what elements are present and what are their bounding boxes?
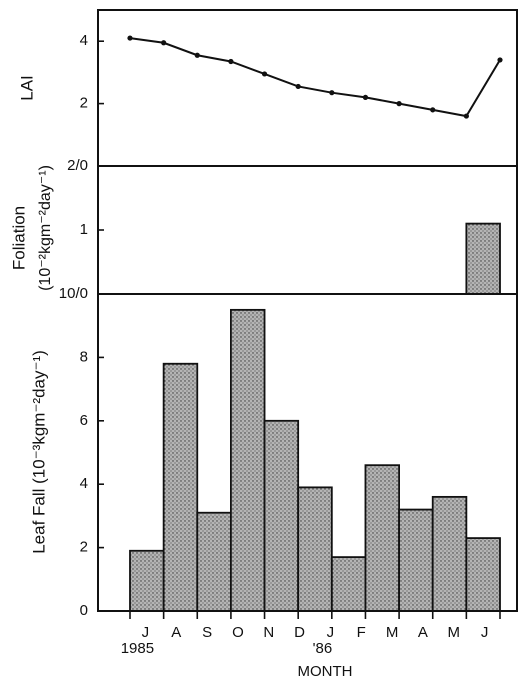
bar xyxy=(196,511,232,612)
lai-point xyxy=(497,57,503,63)
x-tick-label: J xyxy=(142,624,150,641)
x-tick-label: A xyxy=(418,624,428,641)
lai-point xyxy=(194,52,200,58)
y-axis-label: Foliation xyxy=(9,206,28,270)
x-axis-label: MONTH xyxy=(298,663,353,680)
x-tick-label: J xyxy=(327,624,335,641)
y-tick-label: 10/0 xyxy=(59,285,88,302)
y-tick-label: 4 xyxy=(80,32,88,49)
x-tick-label: O xyxy=(232,624,244,641)
y-tick-label: 2 xyxy=(80,539,88,556)
y-tick-label: 8 xyxy=(80,348,88,365)
bar xyxy=(297,486,333,612)
lai-point xyxy=(362,94,369,100)
y-axis-label: LAI xyxy=(17,75,36,101)
lai-point xyxy=(396,101,402,107)
x-tick-label: J xyxy=(481,624,489,641)
y-axis-label: Leaf Fall (10⁻³kgm⁻²day⁻¹) xyxy=(29,350,48,554)
panel-frame xyxy=(97,293,518,612)
year-label: 1985 xyxy=(121,640,154,657)
y-tick-label: 1 xyxy=(80,221,88,238)
bar xyxy=(431,495,468,612)
y-tick-label: 4 xyxy=(80,475,88,492)
bar xyxy=(263,419,300,612)
y-tick-label: 2 xyxy=(80,95,88,112)
x-tick-label: F xyxy=(357,624,366,641)
bar xyxy=(398,508,434,612)
lai-point xyxy=(127,35,133,41)
lai-point xyxy=(329,90,335,96)
lai-point xyxy=(261,71,268,77)
lai-point xyxy=(430,107,436,113)
year-label: '86 xyxy=(313,640,333,657)
x-tick-label: M xyxy=(448,624,461,641)
lai-point xyxy=(228,58,234,65)
bar xyxy=(330,556,367,612)
y-tick-label: 6 xyxy=(80,412,88,429)
x-tick-label: M xyxy=(386,624,399,641)
lai-point xyxy=(161,40,167,46)
bar xyxy=(364,464,400,612)
bar xyxy=(230,308,266,612)
y-axis-units: (10⁻²kgm⁻²day⁻¹) xyxy=(37,165,54,291)
y-tick-label: 0 xyxy=(80,602,88,619)
bar xyxy=(162,362,199,612)
bar xyxy=(465,537,501,612)
bar xyxy=(129,549,165,612)
lai-point xyxy=(295,83,301,90)
x-tick-label: S xyxy=(202,624,212,641)
y-tick-label: 2/0 xyxy=(67,157,88,174)
lai-point xyxy=(463,113,469,119)
lai-line xyxy=(129,37,501,118)
x-tick-label: N xyxy=(263,624,274,641)
x-tick-label: D xyxy=(294,624,305,641)
bar xyxy=(465,222,501,295)
x-tick-label: A xyxy=(171,624,181,641)
panel-frame xyxy=(97,165,518,295)
